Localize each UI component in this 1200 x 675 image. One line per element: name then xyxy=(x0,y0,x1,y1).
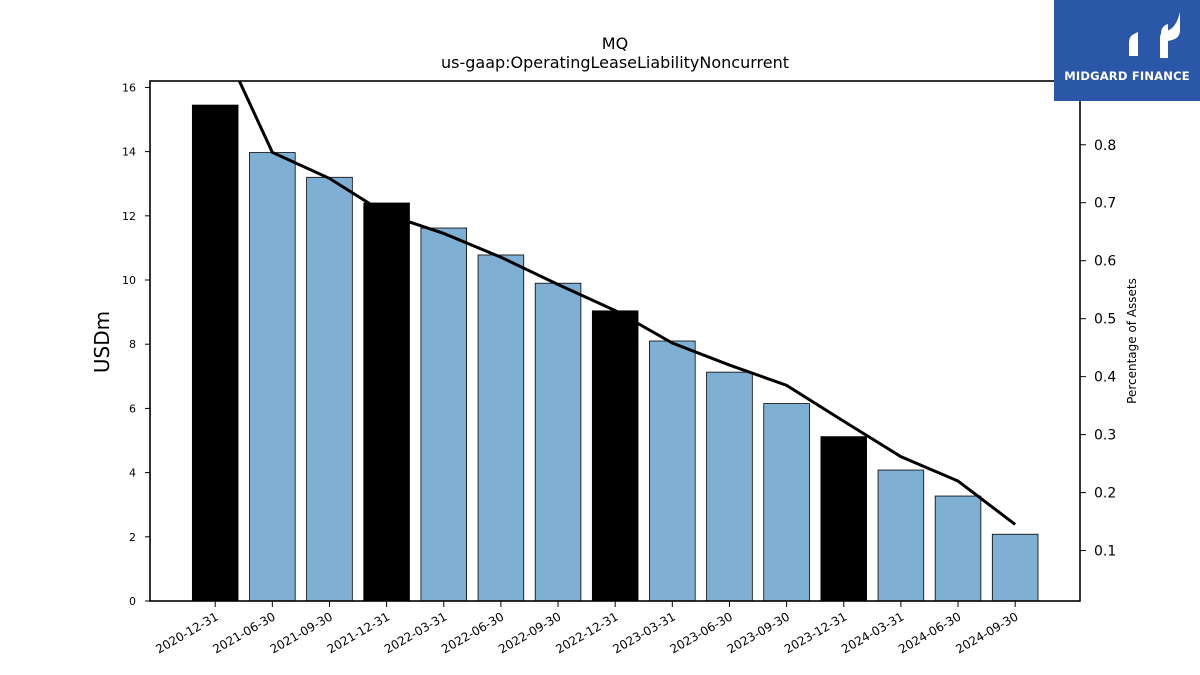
x-tick-label: 2022-12-31 xyxy=(553,609,620,656)
brand-logo: MIDGARD FINANCE xyxy=(1054,0,1200,101)
x-tick-label: 2021-12-31 xyxy=(325,609,392,656)
y-tick-label: 16 xyxy=(122,81,136,94)
y-axis-label: USDm xyxy=(90,311,114,373)
bar-2020-12-31 xyxy=(191,104,239,602)
bar-2022-03-31 xyxy=(420,227,468,602)
y-tick-label: 0 xyxy=(129,595,136,608)
y-tick-label: 12 xyxy=(122,210,136,223)
logo-text: MIDGARD FINANCE xyxy=(1064,69,1190,83)
bar-2022-06-30 xyxy=(477,254,525,602)
y2-tick-label: 0.3 xyxy=(1094,428,1116,444)
x-tick-label: 2023-06-30 xyxy=(668,609,735,656)
bar-2023-03-31 xyxy=(649,340,696,602)
percentage-line xyxy=(237,81,1017,526)
y-tick-label: 8 xyxy=(129,338,136,351)
y-tick-label: 14 xyxy=(122,146,136,159)
bar-2021-12-31 xyxy=(363,202,410,602)
y2-tick-label: 0.4 xyxy=(1094,370,1116,386)
x-tick-label: 2024-06-30 xyxy=(896,609,963,656)
logo-mark-icon xyxy=(1129,12,1180,58)
y-tick-label: 4 xyxy=(129,467,136,480)
bar-2021-09-30 xyxy=(306,176,353,602)
y2-tick-label: 0.6 xyxy=(1094,254,1116,270)
x-tick-label: 2023-09-30 xyxy=(725,609,792,656)
y2-tick-label: 0.1 xyxy=(1094,544,1116,560)
x-tick-label: 2022-09-30 xyxy=(496,609,563,656)
x-tick-label: 2020-12-31 xyxy=(153,609,220,656)
y2-axis-label: Percentage of Assets xyxy=(1125,278,1139,404)
y-tick-label: 2 xyxy=(129,531,136,544)
y-tick-label: 10 xyxy=(122,274,136,287)
x-tick-label: 2021-06-30 xyxy=(210,609,277,656)
x-tick-label: 2021-09-30 xyxy=(268,609,335,656)
x-tick-label: 2022-03-31 xyxy=(382,609,449,656)
bar-2022-12-31 xyxy=(591,310,639,602)
bar-2024-03-31 xyxy=(877,469,925,602)
y2-tick-label: 0.2 xyxy=(1094,486,1116,502)
chart-subtitle: us-gaap:OperatingLeaseLiabilityNoncurren… xyxy=(441,53,789,72)
bar-2023-12-31 xyxy=(820,436,867,602)
bar-2024-09-30 xyxy=(991,533,1039,602)
bar-2021-06-30 xyxy=(249,152,296,602)
x-tick-label: 2024-09-30 xyxy=(953,609,1020,656)
x-tick-label: 2023-03-31 xyxy=(610,609,677,656)
bar-2022-09-30 xyxy=(534,282,582,602)
x-tick-label: 2023-12-31 xyxy=(782,609,849,656)
x-tick-label: 2022-06-30 xyxy=(439,609,506,656)
bar-2023-06-30 xyxy=(706,371,753,602)
y-tick-label: 6 xyxy=(129,402,136,415)
bar-2024-06-30 xyxy=(934,495,982,602)
bar-2023-09-30 xyxy=(763,403,810,602)
y2-tick-label: 0.8 xyxy=(1094,138,1116,154)
y2-tick-label: 0.7 xyxy=(1094,196,1116,212)
x-tick-label: 2024-03-31 xyxy=(839,609,906,656)
chart-title: MQ xyxy=(602,34,628,53)
y2-tick-label: 0.5 xyxy=(1094,312,1116,328)
